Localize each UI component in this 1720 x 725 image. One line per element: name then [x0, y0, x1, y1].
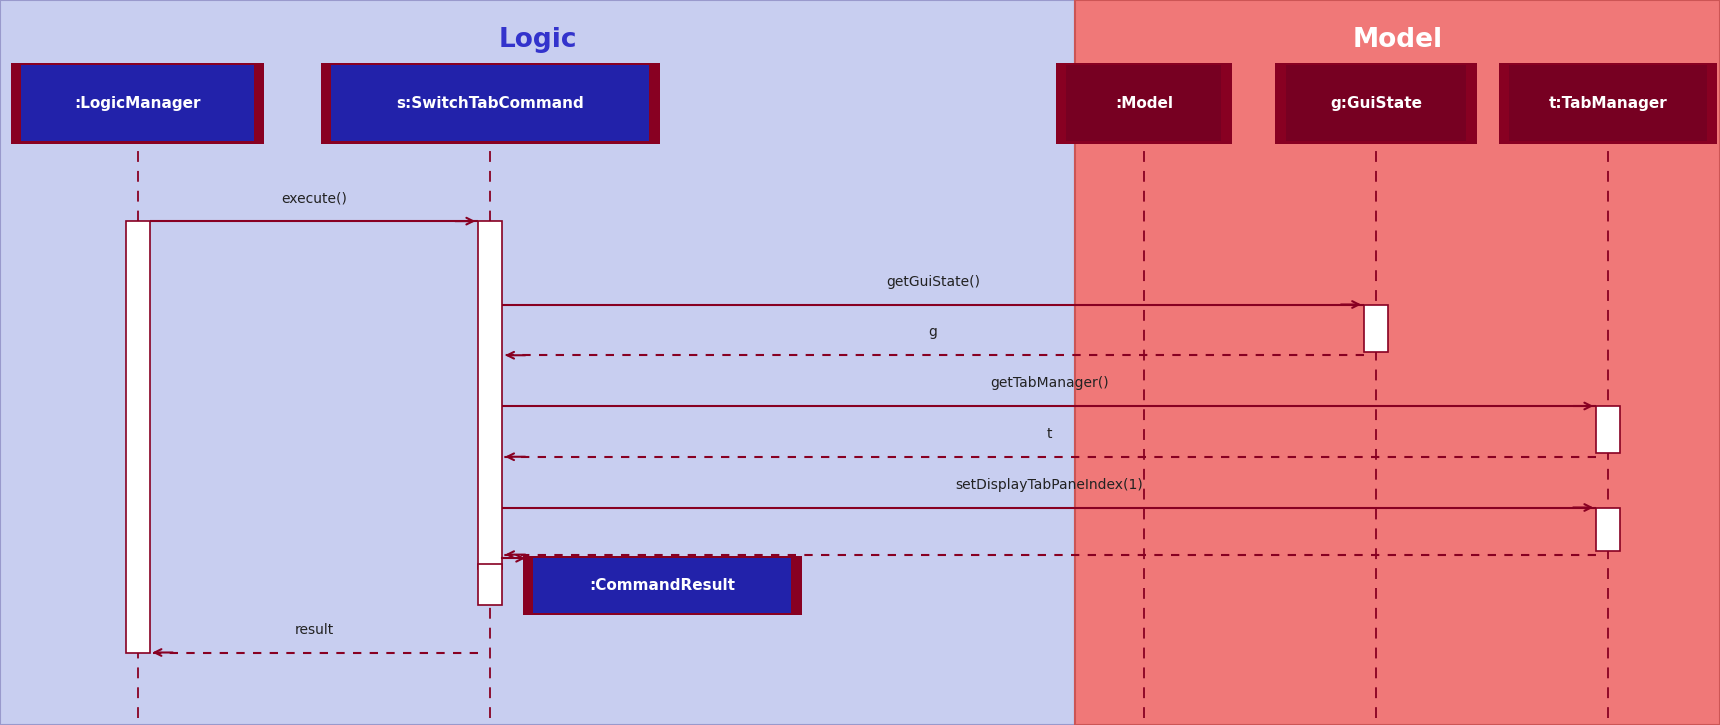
- Bar: [1596, 406, 1620, 453]
- Bar: [1364, 304, 1388, 352]
- Text: :LogicManager: :LogicManager: [74, 96, 201, 111]
- Bar: [21, 65, 255, 141]
- Text: Logic: Logic: [499, 27, 576, 53]
- Bar: [330, 65, 648, 141]
- Text: t: t: [1046, 427, 1053, 441]
- Bar: [0, 0, 1075, 725]
- Text: getGuiState(): getGuiState(): [886, 275, 980, 289]
- Text: setDisplayTabPaneIndex(1): setDisplayTabPaneIndex(1): [955, 478, 1144, 492]
- Bar: [126, 221, 150, 652]
- Bar: [1276, 62, 1476, 144]
- Text: g:GuiState: g:GuiState: [1330, 96, 1422, 111]
- Text: getTabManager(): getTabManager(): [991, 376, 1108, 390]
- Bar: [1510, 65, 1706, 141]
- Text: execute(): execute(): [280, 191, 347, 205]
- Text: t:TabManager: t:TabManager: [1548, 96, 1668, 111]
- Text: s:SwitchTabCommand: s:SwitchTabCommand: [396, 96, 585, 111]
- Text: Model: Model: [1352, 27, 1443, 53]
- Text: result: result: [294, 623, 334, 637]
- Bar: [1056, 62, 1232, 144]
- Bar: [523, 556, 802, 615]
- Bar: [1500, 62, 1717, 144]
- Bar: [478, 564, 502, 605]
- Bar: [1287, 65, 1465, 141]
- Bar: [533, 558, 791, 613]
- Text: :Model: :Model: [1115, 96, 1173, 111]
- Bar: [1596, 507, 1620, 551]
- Bar: [320, 62, 659, 144]
- Bar: [10, 62, 265, 144]
- Bar: [478, 221, 502, 569]
- Text: :CommandResult: :CommandResult: [590, 578, 734, 593]
- Bar: [1066, 65, 1221, 141]
- Bar: [1075, 0, 1720, 725]
- Text: g: g: [929, 326, 937, 339]
